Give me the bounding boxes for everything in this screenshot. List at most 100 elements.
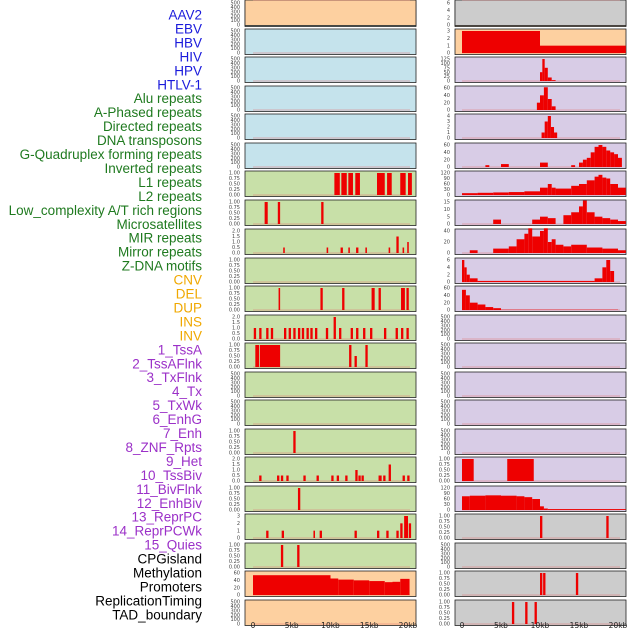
y-tick-label: 0 [237,622,240,628]
y-tick-label: 0.50 [439,468,450,474]
bar [543,87,548,110]
bar [528,228,533,253]
y-tick-label: 0.00 [229,451,240,457]
y-tick-label: 0.0 [232,337,240,343]
bar [477,280,595,282]
bar [259,328,262,339]
y-tick-label: 1.00 [229,486,240,492]
y-tick-label: 200 [440,328,450,334]
y-tick-label: 500 [440,315,450,321]
y-tick-label: 0.25 [229,502,240,508]
bar [365,345,368,367]
y-tick-label: 60 [444,497,450,503]
y-tick-label: 0.25 [229,274,240,280]
right-panel: 0 20 40 [444,228,627,257]
bar [348,173,353,195]
y-tick-label: 200 [230,385,240,391]
y-tick-label: 2.0 [232,315,240,321]
bar [586,180,595,195]
bar [540,95,544,110]
bar [369,581,385,595]
bar [462,193,478,195]
bar [606,260,611,282]
y-tick-label: 200 [230,127,240,133]
right-panel: 0.000.250.500.751.00 [439,514,627,542]
bar [401,288,405,310]
track-label: 15_Quies [144,538,202,553]
bar [469,250,478,253]
bar [408,523,412,538]
y-tick-label: 300 [440,437,450,443]
bar [540,45,626,53]
bar [485,165,490,167]
track-label: A-Phased repeats [94,105,202,120]
y-tick-label: 0.75 [229,491,240,497]
bar [355,173,360,195]
bar [540,516,543,538]
y-tick-label: 1.5 [232,320,240,326]
left-panel: 0.000.250.500.751.00 [229,285,417,314]
bar [259,345,281,367]
y-tick-label: 0 [237,108,240,114]
bar [330,578,339,595]
left-panel: 0.000.250.500.751.00 [229,170,417,199]
bar [297,488,301,510]
track-label: INV [179,328,202,343]
bar [547,242,552,253]
y-tick-label: 100 [440,332,450,338]
bar [543,573,546,595]
y-tick-label: 50 [444,70,450,76]
panel-background [454,0,627,26]
y-tick-label: 300 [440,551,450,557]
y-tick-label: 2 [447,125,450,131]
bar [320,288,323,310]
y-tick-label: 90 [444,176,450,182]
y-tick-label: 300 [440,351,450,357]
bar [594,216,603,224]
panel-background [244,542,417,569]
bar [516,239,525,253]
left-panel: 0.000.250.500.751.00 [229,428,417,457]
y-tick-label: 1 [447,43,450,49]
bar [321,202,324,224]
bar [378,288,381,310]
y-tick-label: 1 [237,528,240,534]
y-tick-label: 0.25 [439,473,450,479]
y-tick-label: 0 [447,136,450,142]
bar [339,328,342,339]
bar [293,431,296,453]
y-tick-label: 0 [447,51,450,57]
bar [462,496,470,510]
panel-background [454,599,627,626]
track-label: 11_BivFlnk [136,482,202,497]
bar [542,59,545,81]
bar [341,173,347,195]
y-tick-label: 100 [230,617,240,623]
y-tick-label: 500 [440,0,450,2]
bar [532,499,540,510]
bar [469,302,478,310]
panel-background [244,228,417,255]
y-tick-label: 1.5 [232,462,240,468]
track-label: HTLV-1 [157,77,202,92]
y-tick-label: 1.00 [229,543,240,549]
panel-background [244,371,417,398]
track-label: Methylation [133,566,202,581]
y-tick-label: 400 [230,33,240,39]
y-tick-label: 100 [230,0,240,2]
panel-background [244,56,417,83]
track-label: 13_ReprPC [131,510,202,525]
y-tick-label: 0.00 [229,565,240,571]
bar [610,271,615,282]
y-tick-label: 400 [230,61,240,67]
y-tick-label: 0.25 [229,302,240,308]
bar [582,159,587,167]
y-tick-label: 0.25 [229,187,240,193]
bar [281,530,284,538]
bar [544,67,548,81]
bar [602,146,607,167]
bar [508,246,517,253]
bar [408,173,412,195]
